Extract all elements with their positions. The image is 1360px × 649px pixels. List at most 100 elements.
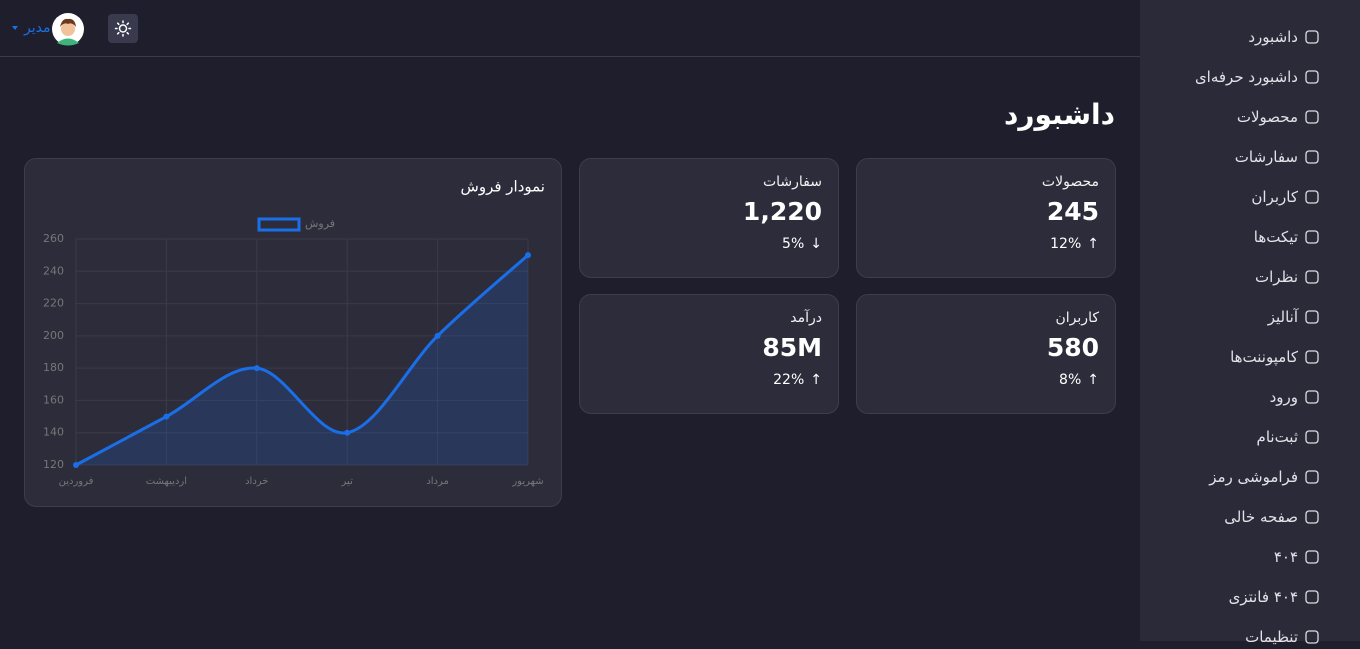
x-tick-label: شهریور: [511, 476, 543, 487]
nav-icon: [1305, 430, 1319, 444]
x-tick-label: تیر: [341, 476, 354, 487]
nav-icon: [1305, 270, 1319, 284]
nav-label: صفحه خالی: [1224, 508, 1298, 526]
nav-icon: [1305, 30, 1319, 44]
nav-label: ثبت‌نام: [1256, 428, 1298, 446]
nav-item[interactable]: سفارشات: [1235, 145, 1320, 169]
nav-icon: [1305, 350, 1319, 364]
nav-item[interactable]: فراموشی رمز: [1209, 465, 1320, 489]
nav-icon: [1305, 70, 1319, 84]
stat-card: کاربران 580 ↑ 8%: [856, 294, 1116, 414]
nav-label: سفارشات: [1234, 148, 1298, 166]
nav-item[interactable]: کامپوننت‌ها: [1230, 345, 1320, 369]
theme-toggle[interactable]: [108, 14, 138, 43]
nav-item[interactable]: کاربران: [1251, 185, 1320, 209]
legend-swatch: [257, 217, 301, 232]
y-tick-label: 220: [43, 297, 64, 310]
y-tick-label: 260: [43, 232, 64, 245]
point: [163, 413, 170, 420]
card-value: 1,220: [742, 197, 822, 226]
point: [73, 462, 79, 468]
card-title: درآمد: [790, 310, 822, 326]
x-tick-label: مرداد: [426, 476, 449, 487]
nav-item[interactable]: داشبورد: [1248, 25, 1320, 49]
trend-arrow: ↓: [810, 236, 822, 252]
line-area: [76, 255, 528, 465]
nav-label: ۴۰۴ فانتزی: [1228, 588, 1298, 606]
card-change: ↓ 5%: [782, 236, 822, 252]
point: [344, 429, 351, 436]
nav-label: نظرات: [1254, 268, 1298, 286]
nav-item[interactable]: ۴۰۴ فانتزی: [1229, 585, 1320, 609]
nav-item[interactable]: تیکت‌ها: [1254, 225, 1320, 249]
change-value: 5%: [782, 236, 805, 252]
change-value: 12%: [1050, 236, 1082, 252]
nav-item[interactable]: داشبورد حرفه‌ای: [1195, 65, 1320, 89]
y-tick-label: 240: [43, 264, 64, 277]
nav-label: تیکت‌ها: [1253, 228, 1298, 246]
card-value: 85M: [762, 333, 822, 362]
page-title: داشبورد: [1004, 98, 1115, 131]
nav-label: ۴۰۴: [1273, 548, 1298, 566]
nav-label: کامپوننت‌ها: [1230, 348, 1298, 366]
nav-icon: [1305, 470, 1319, 484]
chart: نمودار فروش 120 140 160 180 200 220 240 260 فرور…: [43, 178, 545, 488]
stat-card: درآمد 85M ↑ 22%: [579, 294, 839, 414]
user-name: مدیر: [24, 20, 51, 36]
card-change: ↑ 22%: [773, 372, 822, 388]
nav-icon: [1305, 550, 1319, 564]
user-avatar: [12, 13, 84, 46]
card-change: ↑ 12%: [1050, 236, 1099, 252]
chart-card: نمودار فروش 120 140 160 180 200 220 240 260 فرور…: [24, 158, 562, 507]
y-tick-label: 200: [43, 329, 64, 342]
change-value: 22%: [773, 372, 805, 388]
nav-item[interactable]: ۴۰۴: [1274, 545, 1320, 569]
nav-icon: [1305, 630, 1319, 644]
nav-icon: [1305, 190, 1319, 204]
card-value: 245: [1046, 197, 1099, 226]
card-title: سفارشات: [762, 174, 822, 190]
nav-item[interactable]: ثبت‌نام: [1257, 425, 1320, 449]
nav-label: فراموشی رمز: [1209, 468, 1298, 486]
sidebar: داشبورد داشبورد حرفه‌ای محصولات سفارشات کارب…: [1140, 0, 1360, 646]
nav-icon: [1305, 510, 1319, 524]
nav-icon: [1305, 230, 1319, 244]
y-tick-label: 120: [43, 458, 64, 471]
nav-icon: [1305, 150, 1319, 164]
nav-label: ورود: [1269, 388, 1298, 406]
trend-arrow: ↑: [1087, 236, 1099, 252]
card-value: 580: [1046, 333, 1099, 362]
nav-item[interactable]: ورود: [1270, 385, 1320, 409]
nav-label: داشبورد: [1248, 28, 1298, 46]
line: [75, 254, 529, 467]
x-tick-label: فروردین: [59, 476, 94, 487]
nav-label: داشبورد حرفه‌ای: [1194, 68, 1298, 86]
nav-label: کاربران: [1251, 188, 1298, 206]
card-title: کاربران: [1055, 310, 1099, 326]
point: [525, 252, 531, 259]
nav-icon: [1305, 310, 1319, 324]
nav-item[interactable]: محصولات: [1237, 105, 1320, 129]
nav-item[interactable]: تنظیمات: [1245, 625, 1320, 649]
nav-item[interactable]: نظرات: [1255, 265, 1320, 289]
nav-label: آنالیز: [1267, 308, 1298, 326]
nav-icon: [1305, 390, 1319, 404]
nav-label: محصولات: [1236, 108, 1298, 126]
card-title: محصولات: [1041, 174, 1099, 190]
y-tick-label: 140: [43, 426, 64, 439]
trend-arrow: ↑: [1087, 372, 1099, 388]
nav-icon: [1305, 590, 1319, 604]
card-change: ↑ 8%: [1059, 372, 1099, 388]
stat-card: محصولات 245 ↑ 12%: [856, 158, 1116, 278]
point: [253, 365, 260, 372]
x-tick-label: اردیبهشت: [146, 476, 187, 487]
nav-label: تنظیمات: [1245, 628, 1298, 646]
user-menu[interactable]: مدیر: [10, 12, 86, 46]
stat-card: سفارشات 1,220 ↓ 5%: [579, 158, 839, 278]
y-tick-label: 180: [43, 361, 64, 374]
chart-title: نمودار فروش: [461, 178, 545, 196]
nav-item[interactable]: آنالیز: [1268, 305, 1320, 329]
nav-item[interactable]: صفحه خالی: [1224, 505, 1320, 529]
